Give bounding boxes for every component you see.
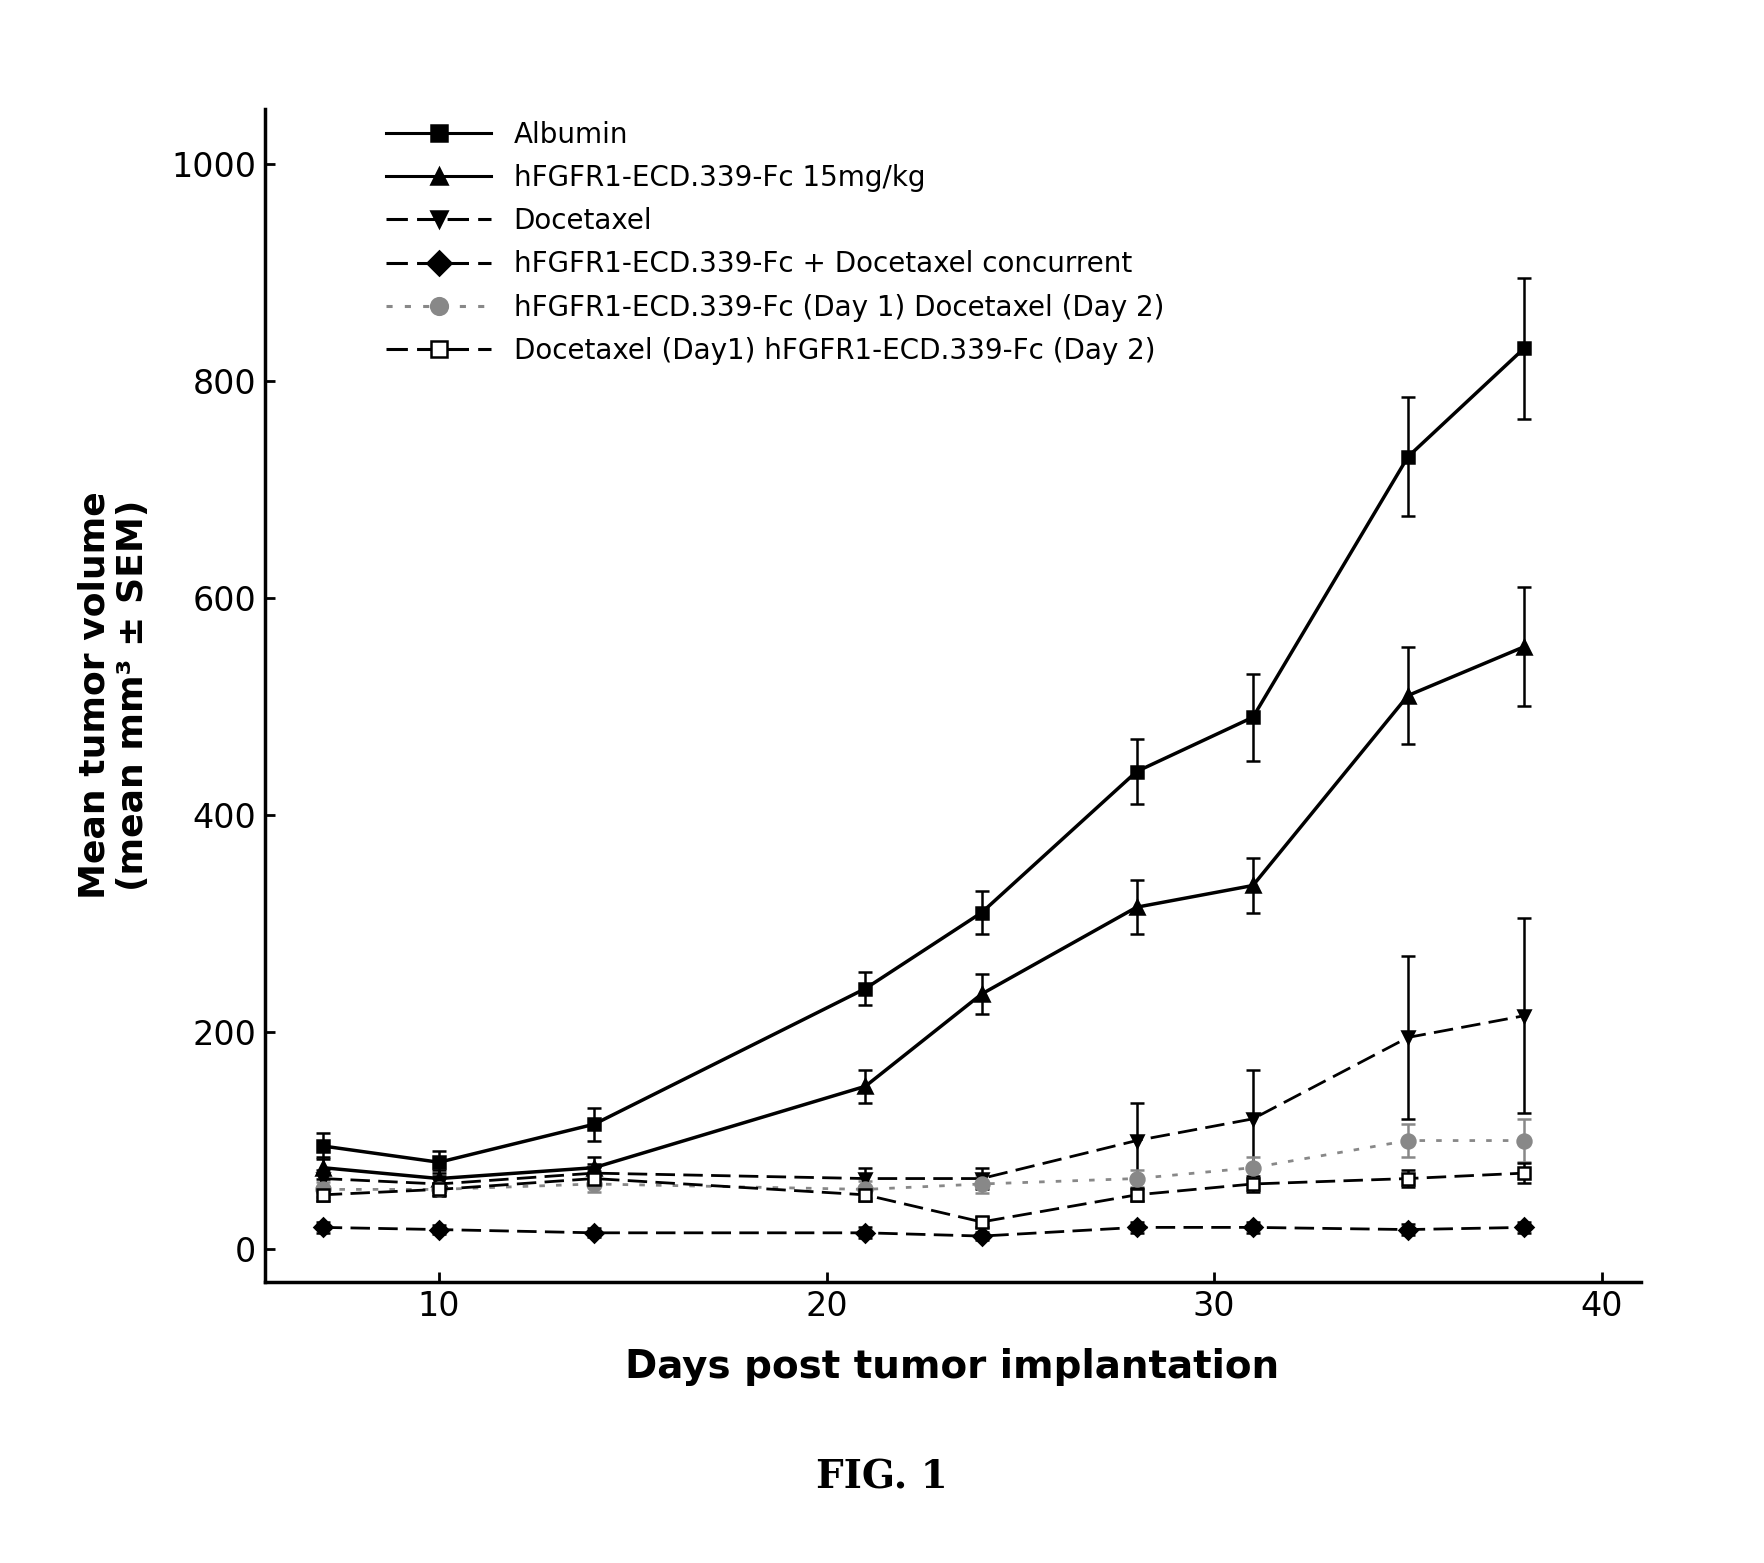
Legend: Albumin, hFGFR1-ECD.339-Fc 15mg/kg, Docetaxel, hFGFR1-ECD.339-Fc + Docetaxel con: Albumin, hFGFR1-ECD.339-Fc 15mg/kg, Doce…: [374, 109, 1175, 377]
Text: FIG. 1: FIG. 1: [817, 1458, 947, 1496]
X-axis label: Days post tumor implantation: Days post tumor implantation: [626, 1347, 1279, 1386]
Y-axis label: Mean tumor volume
(mean mm³ ± SEM): Mean tumor volume (mean mm³ ± SEM): [78, 492, 150, 899]
